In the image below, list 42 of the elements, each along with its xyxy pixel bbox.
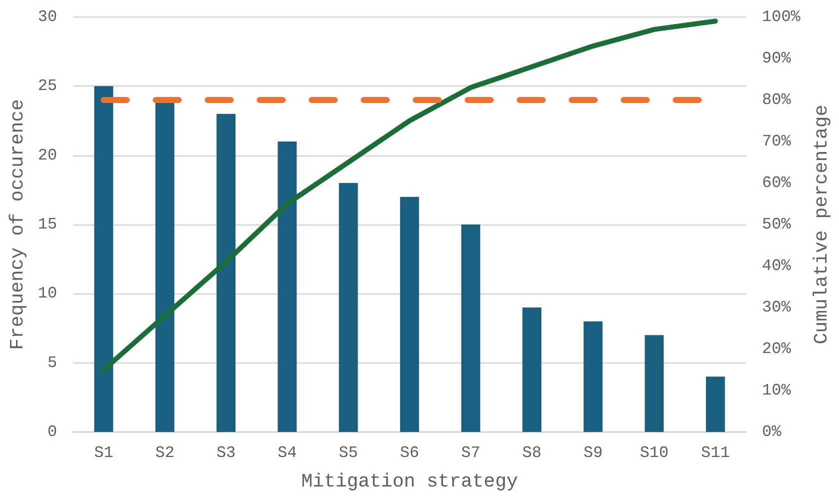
y2-tick-label: 0% <box>762 423 782 441</box>
x-tick-label: S9 <box>583 444 603 462</box>
y2-tick-label: 70% <box>762 132 792 150</box>
y2-tick-label: 30% <box>762 298 792 316</box>
x-tick-label: S6 <box>400 444 420 462</box>
x-tick-label: S5 <box>338 444 358 462</box>
y-tick-label: 25 <box>38 77 58 96</box>
bar <box>461 224 480 432</box>
x-tick-label: S7 <box>461 444 480 462</box>
bar <box>584 321 603 432</box>
y2-tick-label: 40% <box>762 257 792 275</box>
y-tick-label: 20 <box>38 146 58 164</box>
y-tick-label: 5 <box>47 354 58 372</box>
y2-tick-label: 50% <box>762 216 792 234</box>
x-tick-label: S10 <box>640 444 669 462</box>
bar <box>522 308 542 432</box>
x-tick-label: S2 <box>155 444 174 462</box>
y2-tick-label: 90% <box>762 50 792 68</box>
x-tick-label: S8 <box>522 444 542 462</box>
x-tick-label: S4 <box>278 444 297 462</box>
bar <box>706 376 725 432</box>
x-axis-title: Mitigation strategy <box>301 470 518 492</box>
y2-tick-label: 20% <box>762 340 792 358</box>
bar <box>644 335 664 432</box>
x-tick-label: S1 <box>94 444 114 462</box>
bar <box>216 114 236 432</box>
y-tick-label: 15 <box>38 216 58 234</box>
x-tick-label: S11 <box>701 444 730 462</box>
bar <box>338 183 358 432</box>
y2-tick-label: 60% <box>762 174 792 192</box>
y-tick-label: 10 <box>38 284 58 303</box>
bar <box>400 196 420 432</box>
y2-tick-label: 10% <box>762 382 792 400</box>
x-tick-label: S3 <box>216 444 236 462</box>
y2-axis-title: Cumulative percentage <box>810 104 832 344</box>
y2-tick-label: 100% <box>762 8 801 26</box>
y2-tick-label: 80% <box>762 91 792 109</box>
bar <box>278 142 297 432</box>
bar <box>94 86 114 432</box>
y-tick-label: 0 <box>47 423 58 441</box>
y-axis-title: Frequency of occurence <box>6 99 28 350</box>
y-tick-label: 30 <box>38 8 58 26</box>
